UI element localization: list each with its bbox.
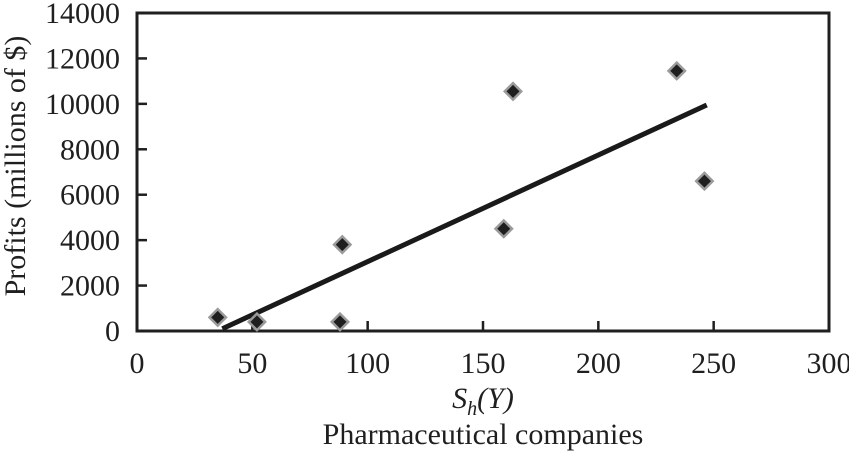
x-axis-title: Sh(Y) xyxy=(137,382,829,420)
x-tick-label: 0 xyxy=(130,347,145,380)
x-axis-symbol-argument: (Y) xyxy=(477,382,514,415)
diamond-marker-icon xyxy=(697,174,711,188)
y-tick-label: 6000 xyxy=(60,179,120,212)
y-tick-label: 8000 xyxy=(60,133,120,166)
x-axis-symbol: S xyxy=(452,382,468,415)
y-tick-label: 4000 xyxy=(60,224,120,257)
diamond-marker-icon xyxy=(497,222,511,236)
x-axis-symbol-subscript: h xyxy=(467,398,478,420)
y-axis-title: Profits (millions of $) xyxy=(0,35,32,297)
y-axis-ticks: 0 2000 4000 6000 8000 10000 12000 14000 xyxy=(45,0,147,348)
data-point-marker xyxy=(666,60,687,81)
diamond-marker-icon xyxy=(333,315,347,329)
x-tick-label: 300 xyxy=(807,347,849,380)
data-point-marker xyxy=(694,171,715,192)
data-point-marker xyxy=(246,311,267,332)
data-point-marker xyxy=(493,218,514,239)
diamond-marker-icon xyxy=(211,310,225,324)
diamond-marker-icon xyxy=(335,238,349,252)
x-tick-label: 50 xyxy=(237,347,267,380)
data-point-marker xyxy=(332,234,353,255)
x-tick-label: 200 xyxy=(576,347,621,380)
y-tick-label: 14000 xyxy=(45,0,120,30)
y-tick-label: 10000 xyxy=(45,88,120,121)
diamond-marker-icon xyxy=(250,315,264,329)
y-tick-label: 12000 xyxy=(45,42,120,75)
data-point-marker xyxy=(329,311,350,332)
data-point-marker xyxy=(502,81,523,102)
trend-line xyxy=(221,102,708,331)
chart-caption: Pharmaceutical companies xyxy=(322,418,644,451)
data-point-marker xyxy=(207,307,228,328)
diamond-marker-icon xyxy=(506,84,520,98)
x-tick-label: 100 xyxy=(345,347,390,380)
plot-frame xyxy=(135,11,831,333)
x-tick-label: 150 xyxy=(461,347,506,380)
data-points xyxy=(207,60,715,332)
x-axis-ticks: 0 50 100 150 200 250 300 xyxy=(130,321,849,380)
x-tick-label: 250 xyxy=(691,347,736,380)
y-tick-label: 0 xyxy=(105,315,120,348)
y-tick-label: 2000 xyxy=(60,270,120,303)
diamond-marker-icon xyxy=(670,64,684,78)
